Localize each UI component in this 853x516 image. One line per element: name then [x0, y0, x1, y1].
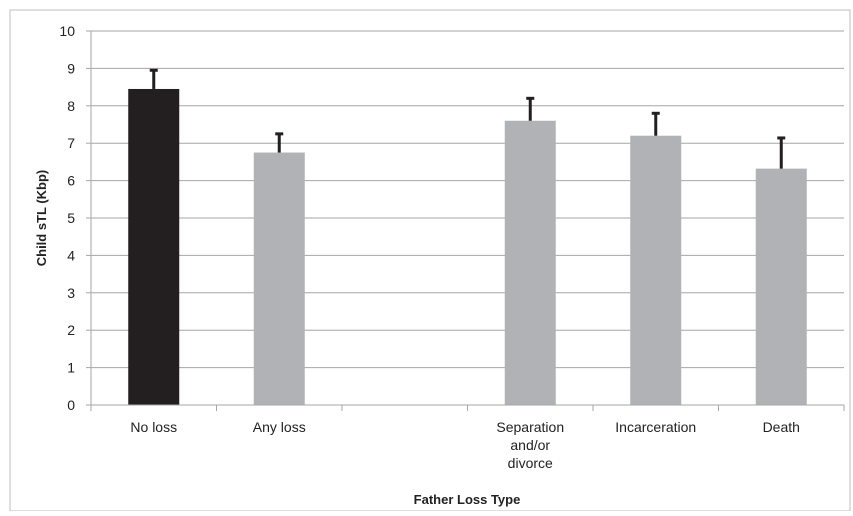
x-category-label-line: Death — [763, 419, 800, 435]
y-tick-label: 3 — [67, 285, 75, 301]
y-tick-label: 1 — [67, 360, 75, 376]
bar — [504, 120, 556, 405]
y-tick-label: 5 — [67, 210, 75, 226]
bar — [128, 88, 180, 405]
bar — [755, 168, 807, 405]
x-category-label: Any loss — [253, 419, 306, 435]
x-category-label: Incarceration — [615, 419, 696, 435]
x-axis-title: Father Loss Type — [414, 492, 521, 507]
x-category-label-line: No loss — [130, 419, 177, 435]
x-category-label-line: Separation — [496, 419, 564, 435]
labels: 0 1 2 3 4 5 6 7 8 9 10 No loss Any loss Separation and… — [59, 23, 800, 471]
axes — [86, 30, 845, 411]
y-tick-label: 2 — [67, 322, 75, 338]
x-category-label-line: Any loss — [253, 419, 306, 435]
bar — [253, 152, 305, 405]
y-tick-label: 7 — [67, 135, 75, 151]
x-category-label: Death — [763, 419, 800, 435]
bars — [128, 68, 807, 405]
y-tick-label: 6 — [67, 173, 75, 189]
gridlines — [91, 30, 844, 369]
y-tick-label: 0 — [67, 397, 75, 413]
x-category-label: Separation and/or divorce — [496, 419, 564, 471]
bar — [630, 135, 682, 405]
y-tick-label: 9 — [67, 60, 75, 76]
x-category-label-line: Incarceration — [615, 419, 696, 435]
y-tick-label: 4 — [67, 247, 75, 263]
y-tick-label: 10 — [59, 23, 75, 39]
x-category-label-line: divorce — [508, 455, 553, 471]
x-category-label-line: and/or — [510, 437, 550, 453]
x-category-label: No loss — [130, 419, 177, 435]
y-tick-label: 8 — [67, 98, 75, 114]
y-axis-title: Child sTL (Kbp) — [34, 170, 49, 267]
